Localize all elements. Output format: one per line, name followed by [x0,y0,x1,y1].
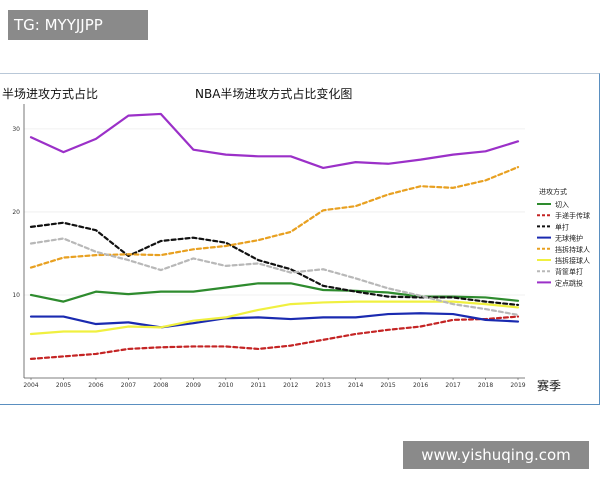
chart-title: NBA半场进攻方式占比变化图 [195,87,353,101]
x-tick-label: 2014 [348,382,363,389]
legend-label: 背筐单打 [555,267,583,276]
legend-label: 无球掩护 [555,234,583,243]
series-line-6 [29,300,520,336]
series-line-5 [29,166,520,269]
y-tick-label: 10 [12,292,20,299]
legend-label: 挡拆接球人 [555,256,590,265]
x-tick-label: 2004 [23,382,38,389]
x-tick-label: 2017 [445,382,460,389]
x-tick-label: 2008 [153,382,168,389]
y-tick-label: 20 [12,209,20,216]
x-tick-label: 2012 [283,382,298,389]
x-tick-label: 2018 [478,382,493,389]
series-line-3 [29,221,520,307]
legend-label: 切入 [555,201,569,209]
legend-label: 手递手传球 [555,211,590,220]
watermark-top: TG: MYYJJPP [8,10,148,40]
x-tick-label: 2013 [316,382,331,389]
legend-label: 单打 [555,222,569,231]
legend-title: 进攻方式 [539,187,567,196]
series-line-8 [29,112,520,170]
x-tick-label: 2016 [413,382,428,389]
x-tick-label: 2005 [56,382,71,389]
x-tick-label: 2009 [186,382,201,389]
y-tick-label: 30 [12,126,20,133]
x-tick-label: 2011 [251,382,266,389]
x-tick-label: 2019 [510,382,525,389]
line-chart: 10 20 30 2004 2005 2006 2007 2008 2009 2010 2011 20… [12,104,590,389]
chart-xlabel: 赛季 [537,379,562,393]
series-line-7 [29,237,520,316]
x-tick-label: 2015 [380,382,395,389]
series-line-4 [29,312,520,329]
chart-frame: 半场进攻方式占比 NBA半场进攻方式占比变化图 赛季 10 20 30 2004 200… [0,73,600,405]
watermark-bottom: www.yishuqing.com [403,441,589,469]
x-tick-label: 2010 [218,382,233,389]
legend-label: 定点跳投 [555,278,583,287]
plot-area [24,104,525,378]
x-tick-label: 2007 [121,382,136,389]
chart-ylabel: 半场进攻方式占比 [2,87,99,101]
x-tick-label: 2006 [88,382,103,389]
series-line-2 [29,315,520,361]
legend-label: 挡拆持球人 [555,245,590,254]
